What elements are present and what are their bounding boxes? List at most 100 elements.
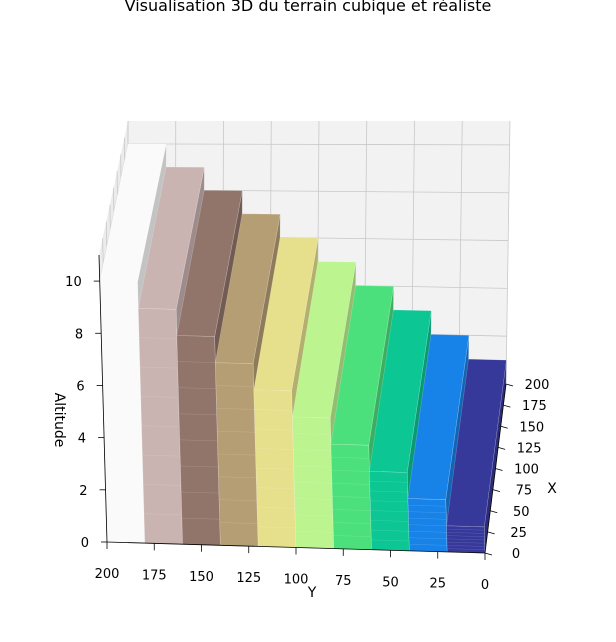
y-tick-label: 100 [284,573,309,588]
terrain-texture-line [257,507,295,509]
terrain-texture-line [180,465,219,468]
terrain-texture-line [216,408,255,410]
terrain-texture-line [370,510,409,512]
terrain-texture-line [408,511,447,514]
terrain-texture-line [257,526,296,529]
x-tick [492,489,500,493]
terrain-texture-line [256,487,295,490]
terrain-texture-line [142,454,181,457]
terrain-texture-line [293,449,332,452]
z-tick-label: 2 [79,484,87,499]
x-tick-label: 75 [516,484,533,499]
terrain-texture-line [409,544,448,546]
terrain-texture-line [446,532,485,534]
x-tick-label: 200 [525,378,550,393]
x-tick [500,425,508,429]
terrain-texture-line [181,517,220,520]
x-tick [490,510,498,514]
terrain-texture-line [256,467,294,470]
terrain-texture-line [139,366,178,369]
terrain-texture-line [178,387,217,390]
y-tick-label: 0 [481,578,489,593]
terrain-texture-line [331,470,370,472]
terrain-texture-line [408,517,447,520]
z-tick-label: 10 [65,275,82,290]
terrain-texture-line [446,541,485,544]
terrain-texture-line [369,490,408,493]
z-tick-label: 4 [78,432,86,447]
axes: 0255075100125150175200025507510012515017… [65,254,550,593]
terrain-texture-line [369,480,408,483]
terrain-texture-line [219,499,257,501]
terrain-texture-line [219,522,258,524]
z-tick-label: 6 [76,379,84,394]
terrain-texture-line [218,476,257,479]
terrain-texture-line [105,476,143,479]
grid-line [127,143,510,146]
terrain-texture-line [332,496,371,498]
z-tick-label: 8 [75,327,83,342]
terrain-texture-line [408,530,447,533]
terrain-texture-line [100,313,139,316]
terrain-texture-line [106,509,144,511]
terrain-texture-line [217,430,256,433]
terrain-texture-line [447,548,485,550]
terrain-texture-line [333,535,372,537]
terrain-texture-line [140,396,179,398]
x-tick-label: 175 [522,399,547,414]
terrain-texture-line [447,545,485,547]
terrain-texture-line [101,346,140,348]
terrain-texture-line [446,538,485,541]
terrain-texture-line [178,413,217,416]
terrain-texture-line [254,428,293,431]
y-tick-label: 75 [335,574,352,589]
terrain-texture-line [332,509,371,511]
terrain-texture-line [331,483,370,485]
terrain-texture-line [293,465,332,468]
terrain-texture-line [295,514,333,517]
y-tick-label: 200 [95,567,120,582]
terrain-texture-line [294,498,333,500]
terrain-texture-line [103,411,142,413]
x-tick-label: 0 [512,547,520,562]
terrain-texture-line [371,529,409,532]
x-tick [505,383,514,387]
terrain-texture-line [139,337,177,339]
terrain-texture-line [177,361,216,363]
y-tick-label: 150 [189,570,214,585]
x-tick [498,446,506,450]
x-tick [487,531,495,535]
terrain-texture-line [408,524,447,527]
terrain-texture-line [295,530,334,533]
x-tick-label: 50 [513,505,530,520]
terrain-texture-line [371,539,410,542]
x-tick [484,552,493,556]
z-tick-label: 0 [81,536,89,551]
terrain-texture-line [181,491,219,494]
x-axis-label: X [547,481,557,497]
x-tick-label: 150 [519,420,544,435]
terrain-texture-line [217,453,256,456]
x-tick [503,404,511,408]
y-axis-label: Y [307,585,317,601]
y-tick-label: 25 [429,577,446,592]
x-tick-label: 25 [510,526,527,541]
terrain-texture-line [215,385,254,387]
terrain-texture-line [104,443,143,446]
terrain-texture-line [370,520,409,522]
terrain-texture-line [446,528,485,531]
terrain-texture-line [143,484,181,486]
terrain-texture-line [102,378,141,381]
terrain-texture-line [408,504,446,507]
terrain-step-top [176,189,243,337]
y-tick-label: 125 [236,571,261,586]
terrain-texture-line [294,482,332,484]
terrain-texture-line [292,433,331,435]
terrain-texture-line [409,537,447,540]
terrain-texture-line [143,513,182,516]
terrain-texture-line [370,500,409,503]
terrain-texture-line [255,448,294,450]
x-tick [495,468,503,471]
